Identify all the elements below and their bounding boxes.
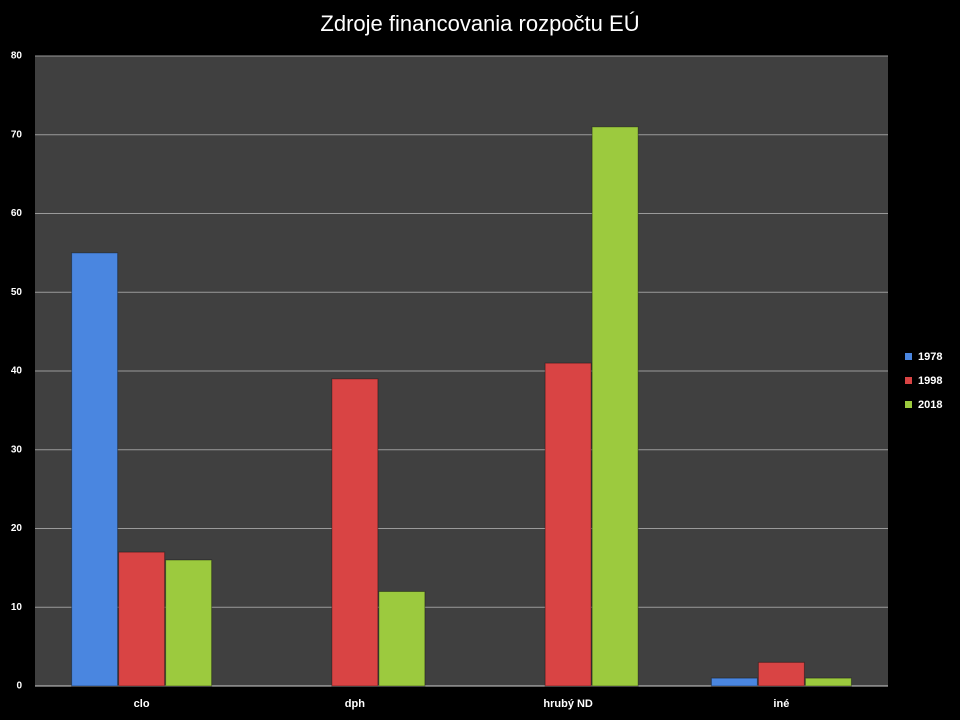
y-tick-label: 80	[11, 51, 23, 62]
bar	[591, 126, 639, 687]
y-tick-label: 10	[11, 602, 23, 613]
x-tick-label: iné	[773, 698, 789, 710]
y-tick-label: 50	[11, 287, 23, 298]
bar	[544, 362, 592, 687]
y-tick-label: 20	[11, 523, 23, 534]
chart-title: Zdroje financovania rozpočtu EÚ	[320, 11, 639, 36]
legend-label: 1998	[918, 375, 942, 387]
legend-marker	[905, 377, 912, 384]
x-tick-label: dph	[345, 698, 365, 710]
legend-marker	[905, 401, 912, 408]
bar	[710, 677, 758, 687]
x-tick-label: hrubý ND	[543, 698, 593, 710]
bar	[378, 591, 426, 687]
bar	[804, 677, 852, 687]
y-tick-label: 60	[11, 208, 23, 219]
y-tick-label: 0	[16, 681, 22, 692]
bar	[331, 378, 379, 687]
legend-marker	[905, 353, 912, 360]
bar	[165, 559, 213, 687]
y-tick-label: 30	[11, 444, 23, 455]
legend-label: 2018	[918, 399, 942, 411]
bar	[118, 551, 166, 687]
legend-label: 1978	[918, 351, 942, 363]
x-tick-label: clo	[134, 698, 150, 710]
bar	[757, 661, 805, 687]
y-tick-label: 70	[11, 129, 23, 140]
bar	[71, 252, 119, 687]
y-tick-label: 40	[11, 366, 23, 377]
